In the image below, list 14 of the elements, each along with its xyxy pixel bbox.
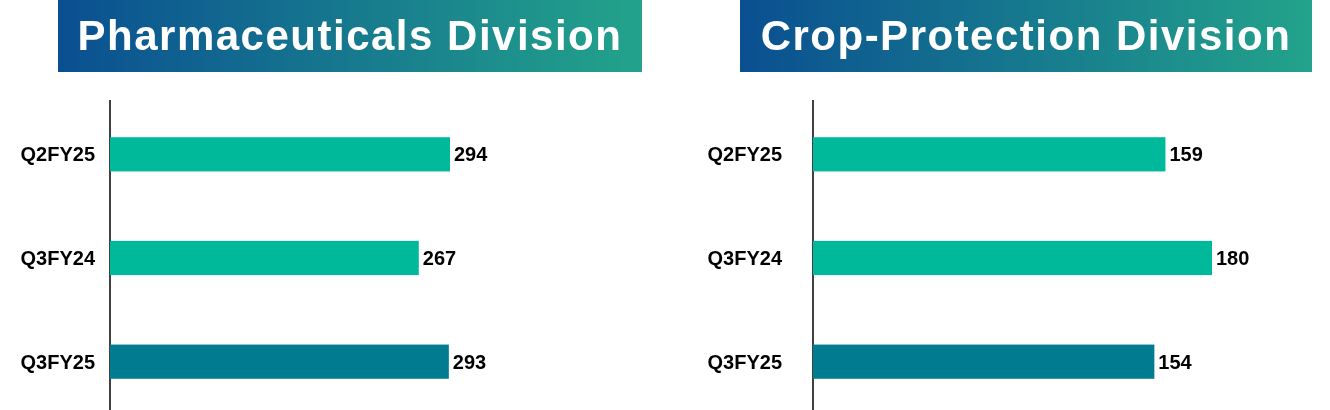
y-tick-label: Q3FY25 (20, 350, 95, 373)
data-label: 294 (454, 143, 489, 166)
data-label: 180 (1216, 247, 1250, 269)
chart-title: Crop-Protection Division (760, 12, 1292, 59)
data-label: 154 (1158, 350, 1193, 373)
y-tick-label: Q2FY25 (707, 143, 782, 166)
data-label: 267 (422, 247, 457, 269)
y-tick-label: Q3FY25 (707, 350, 782, 373)
y-tick-label: Q3FY24 (707, 247, 783, 269)
y-tick-label: Q2FY25 (20, 143, 95, 166)
chart-title: Pharmaceuticals Division (77, 12, 623, 59)
y-tick-label: Q3FY24 (20, 247, 96, 269)
data-label: 159 (1169, 143, 1203, 166)
data-label: 293 (452, 350, 487, 373)
